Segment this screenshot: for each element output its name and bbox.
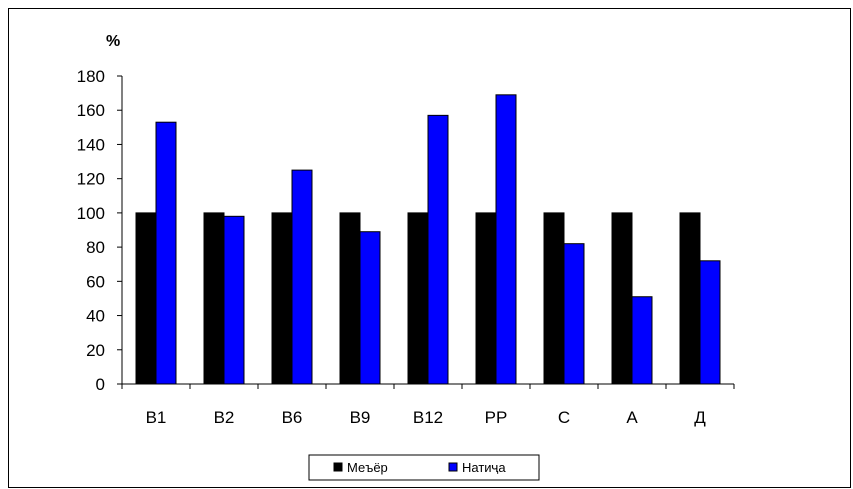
y-tick-label: 100 xyxy=(77,204,105,223)
y-tick-label: 140 xyxy=(77,135,105,154)
bar-series-2-A xyxy=(631,296,653,385)
x-tick-label: B6 xyxy=(282,408,303,427)
bar-series-2-B1 xyxy=(155,121,177,385)
y-axis-unit-label: % xyxy=(106,33,120,50)
legend: Меъёр Натиҷа xyxy=(308,454,540,481)
y-tick-label: 120 xyxy=(77,170,105,189)
bar-series-2-C xyxy=(563,243,585,385)
bar-series-1-B6 xyxy=(271,212,293,385)
bar-series-1-C xyxy=(543,212,565,385)
bar-series-1-A xyxy=(611,212,633,385)
bar-series-1-Д xyxy=(679,212,701,385)
y-tick-label: 20 xyxy=(86,341,105,360)
x-axis-ticks: B1 B2 B6 B9 B12 PP C A Д xyxy=(121,384,735,427)
x-tick-label: B12 xyxy=(413,408,443,427)
legend-swatch-2 xyxy=(448,462,458,472)
bar-series-1-B1 xyxy=(135,212,157,385)
x-tick-label: C xyxy=(558,408,570,427)
bar-series-1-PP xyxy=(475,212,497,385)
y-tick-label: 180 xyxy=(77,67,105,86)
x-tick-label: PP xyxy=(485,408,508,427)
bar-series-2-Д xyxy=(699,260,721,385)
y-tick-label: 160 xyxy=(77,101,105,120)
legend-swatch-1 xyxy=(333,462,343,472)
y-tick-label: 60 xyxy=(86,272,105,291)
bar-series-1-B9 xyxy=(339,212,361,385)
legend-label-2: Натиҷа xyxy=(462,460,506,475)
y-tick-label: 0 xyxy=(96,375,105,394)
bar-series-2-PP xyxy=(495,94,517,385)
x-tick-label: Д xyxy=(694,408,706,427)
x-tick-label: B9 xyxy=(350,408,371,427)
bar-series-1-B2 xyxy=(203,212,225,385)
bar-series-2-B2 xyxy=(223,215,245,385)
x-tick-label: B1 xyxy=(146,408,167,427)
x-tick-label: B2 xyxy=(214,408,235,427)
bar-series-2-B12 xyxy=(427,114,449,385)
y-axis-ticks: 0 20 40 60 80 100 120 140 160 180 xyxy=(77,67,122,394)
y-tick-label: 40 xyxy=(86,307,105,326)
legend-box xyxy=(308,454,540,481)
y-tick-label: 80 xyxy=(86,238,105,257)
bars-group xyxy=(135,94,721,385)
x-tick-label: A xyxy=(626,408,638,427)
legend-label-1: Меъёр xyxy=(347,460,388,475)
bar-series-2-B9 xyxy=(359,231,381,385)
bar-series-2-B6 xyxy=(291,169,313,385)
bar-series-1-B12 xyxy=(407,212,429,385)
